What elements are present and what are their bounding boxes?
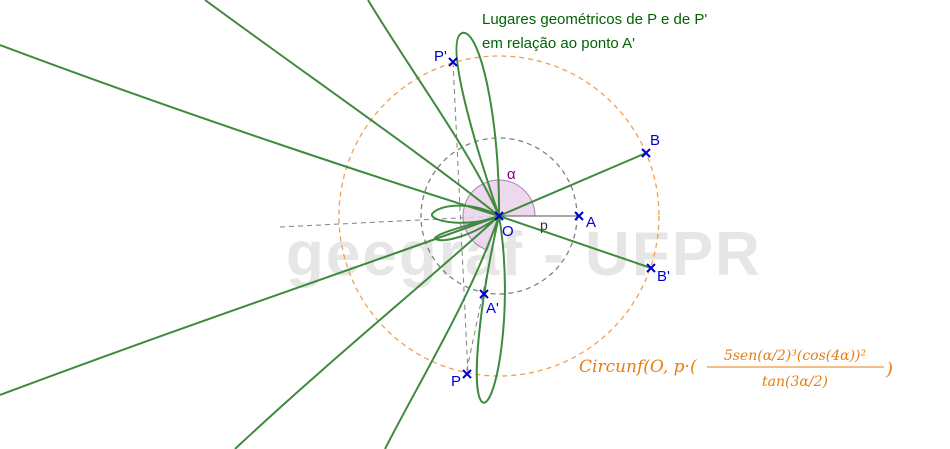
- label-p-segment: p: [540, 217, 548, 233]
- label-p: P: [451, 373, 461, 390]
- branch-lower: [384, 215, 500, 449]
- ray-ob-prime: [498, 215, 652, 269]
- label-b: B: [650, 132, 660, 149]
- petal-left-lower: [433, 215, 500, 242]
- point-a-mark[interactable]: [574, 211, 584, 221]
- label-a: A: [586, 214, 596, 231]
- label-p-prime: P': [434, 48, 447, 65]
- petal-top: [455, 31, 501, 217]
- dashed-line-pp: [452, 61, 469, 375]
- petal-left-upper: [431, 204, 502, 224]
- branch-upper: [367, 0, 500, 217]
- point-p-mark[interactable]: [462, 369, 472, 379]
- label-b-prime: B': [657, 268, 670, 285]
- point-o-mark[interactable]: [494, 211, 504, 221]
- point-a-prime-mark[interactable]: [479, 289, 489, 299]
- branch-left: [0, 44, 500, 217]
- point-b-prime-mark[interactable]: [646, 263, 656, 273]
- ray-ob: [498, 152, 647, 217]
- formula-denominator: tan(3α/2): [762, 374, 828, 390]
- outer-circle: [338, 55, 660, 377]
- title-line-2: em relação ao ponto A': [482, 35, 635, 52]
- branch-upper-left: [204, 0, 500, 217]
- title-line-1: Lugares geométricos de P e de P': [482, 11, 707, 28]
- watermark: geegraf - UFPR: [286, 220, 762, 289]
- point-p-prime-mark[interactable]: [448, 57, 458, 67]
- label-alpha: α: [507, 166, 516, 183]
- branch-lower-left: [234, 215, 500, 449]
- formula-prefix: Circunf(O, p·(: [579, 357, 697, 377]
- petal-bottom: [475, 215, 506, 404]
- point-b-mark[interactable]: [641, 148, 651, 158]
- label-o: O: [502, 223, 514, 240]
- branch-far-left: [0, 215, 500, 396]
- label-a-prime: A': [486, 300, 499, 317]
- formula-suffix: ): [885, 359, 893, 380]
- formula-numerator: 5sen(α/2)³(cos(4α))²: [724, 348, 867, 364]
